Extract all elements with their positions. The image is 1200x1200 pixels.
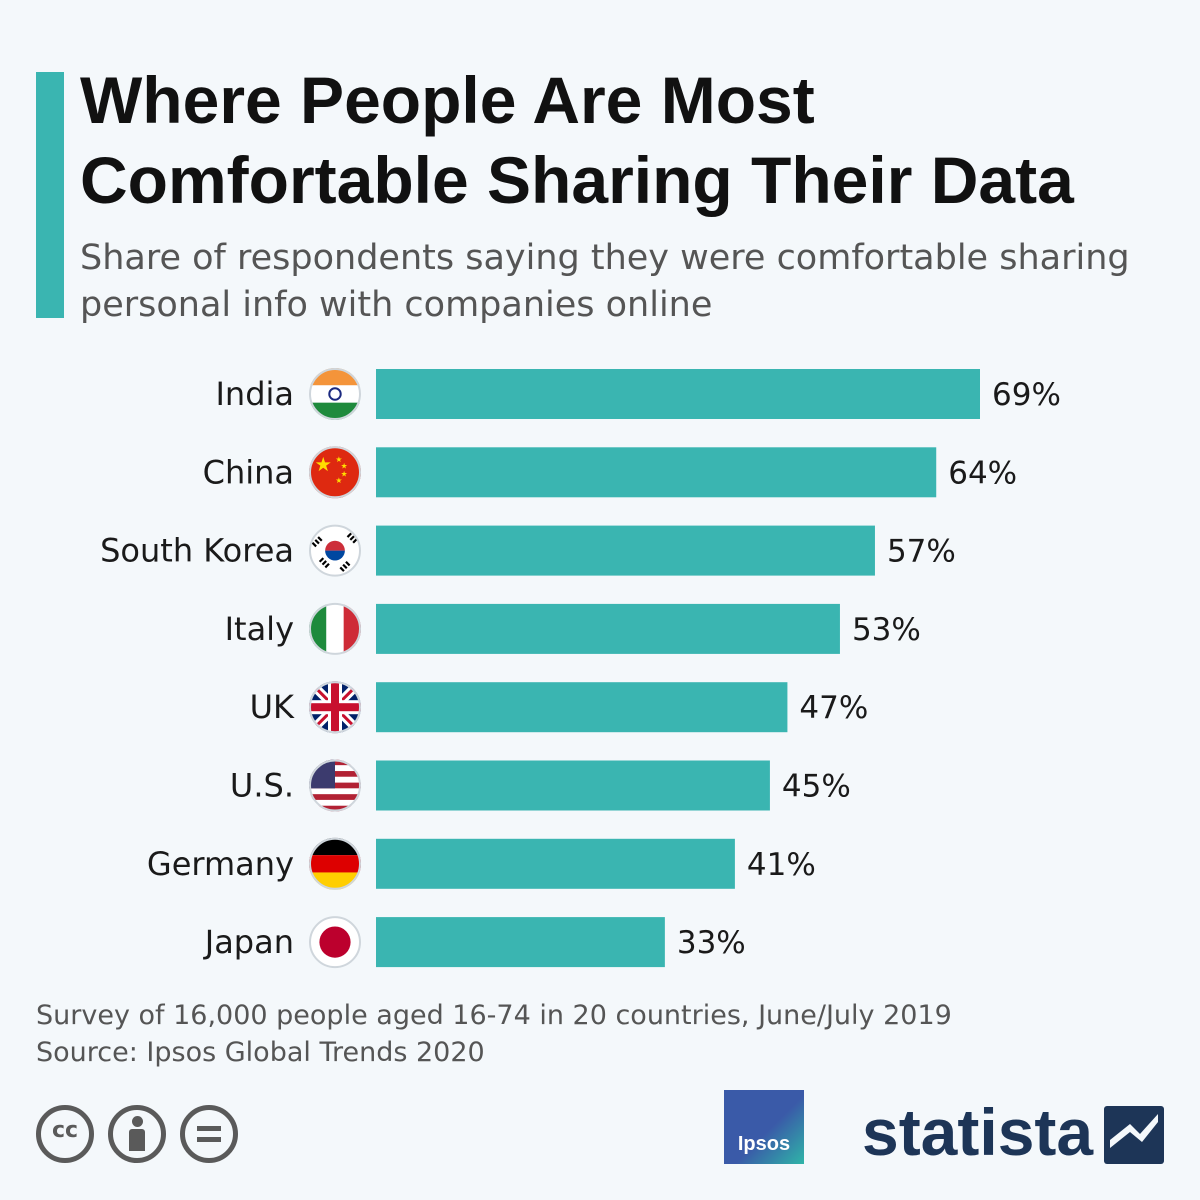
category-label: Japan <box>203 923 294 961</box>
bar-germany <box>376 838 735 889</box>
value-label: 69% <box>992 377 1061 413</box>
bar-uk <box>376 682 788 733</box>
uk-flag-icon <box>309 681 361 734</box>
japan-flag-icon <box>309 916 361 969</box>
svg-text:★: ★ <box>341 469 348 478</box>
value-label: 57% <box>887 534 956 570</box>
category-label: U.S. <box>230 767 294 805</box>
svg-text:★: ★ <box>341 462 348 471</box>
south-korea-flag-icon <box>309 524 361 577</box>
value-label: 33% <box>677 925 746 961</box>
chart-subtitle: Share of respondents saying they were co… <box>80 238 1130 325</box>
china-flag-icon: ★ ★★★★ <box>309 446 361 499</box>
bar-india <box>376 369 980 419</box>
value-label: 47% <box>799 690 868 726</box>
ipsos-logo: Ipsos <box>724 1090 804 1164</box>
svg-text:★: ★ <box>335 455 342 464</box>
bar-u-s- <box>376 760 770 811</box>
value-label: 41% <box>747 847 816 883</box>
category-label: South Korea <box>100 532 294 570</box>
bar-china <box>376 447 937 498</box>
accent-bar <box>36 72 64 318</box>
svg-text:★: ★ <box>315 453 332 476</box>
attribution-icon[interactable] <box>108 1105 166 1163</box>
category-label: India <box>215 375 294 413</box>
value-label: 64% <box>948 455 1017 491</box>
category-label: China <box>203 453 294 491</box>
bar-italy <box>376 603 840 654</box>
statista-logo-icon <box>1104 1106 1164 1164</box>
italy-flag-icon <box>309 602 361 655</box>
us-flag-icon <box>309 759 361 812</box>
value-label: 45% <box>782 769 851 805</box>
no-derivatives-icon[interactable] <box>180 1105 238 1163</box>
source-note: Source: Ipsos Global Trends 2020 <box>36 1037 485 1068</box>
chart-title: Where People Are Most Comfortable Sharin… <box>80 63 1074 217</box>
category-label: Germany <box>147 845 294 883</box>
value-label: 53% <box>852 612 921 648</box>
india-flag-icon <box>309 368 361 420</box>
svg-text:★: ★ <box>335 476 342 485</box>
germany-flag-icon <box>309 837 361 890</box>
creative-commons-icon[interactable]: cc <box>36 1105 94 1163</box>
ipsos-logo-text: Ipsos <box>737 1133 791 1155</box>
bar-chart: India 69% China ★ ★ ★ ★ ★ 64% South Korea 57% Italy… <box>0 350 1200 990</box>
bar-south-korea <box>376 525 875 576</box>
cc-text: cc <box>51 1118 79 1143</box>
statista-logo-text: statista <box>862 1095 1094 1169</box>
bar-japan <box>376 917 665 968</box>
category-label: UK <box>250 688 295 726</box>
category-label: Italy <box>225 610 294 648</box>
survey-note: Survey of 16,000 people aged 16-74 in 20… <box>36 1000 952 1031</box>
